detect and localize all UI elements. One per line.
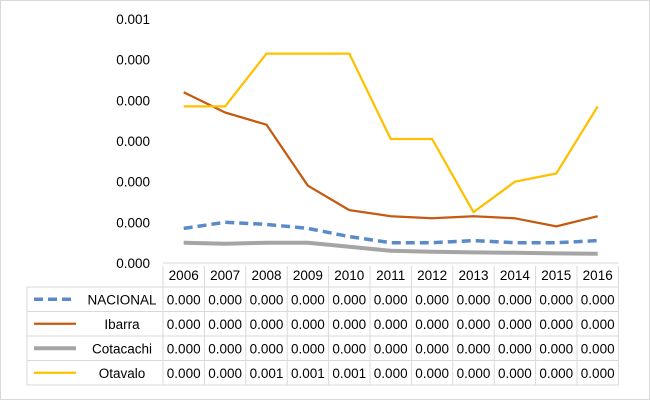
table-cell: 0.000	[167, 341, 201, 356]
legend-label: Otavalo	[99, 366, 146, 381]
table-cell: 0.000	[457, 292, 491, 307]
table-cell: 0.000	[498, 317, 532, 332]
table-cell: 0.000	[539, 317, 573, 332]
y-tick-label: 0.000	[116, 93, 150, 108]
x-tick-label: 2007	[210, 268, 240, 283]
table-cell: 0.001	[250, 366, 284, 381]
series-line-nacional	[183, 220, 598, 245]
table-cell: 0.001	[291, 366, 325, 381]
x-tick-label: 2006	[169, 268, 199, 283]
table-cell: 0.000	[250, 317, 284, 332]
y-tick-label: 0.001	[116, 12, 150, 27]
y-tick-label: 0.000	[116, 53, 150, 68]
table-cell: 0.000	[332, 341, 366, 356]
table-cell: 0.000	[374, 366, 408, 381]
y-tick-label: 0.000	[116, 134, 150, 149]
series-line-cotacachi	[183, 240, 598, 256]
x-tick-label: 2009	[293, 268, 323, 283]
table-cell: 0.000	[250, 341, 284, 356]
y-tick-label: 0.000	[116, 175, 150, 190]
table-cell: 0.000	[374, 341, 408, 356]
table-cell: 0.000	[415, 366, 449, 381]
series-line-ibarra	[183, 91, 598, 228]
table-cell: 0.000	[457, 341, 491, 356]
table-cell: 0.000	[498, 292, 532, 307]
series-lines	[183, 52, 599, 256]
legend-label: NACIONAL	[87, 292, 157, 307]
table-cell: 0.000	[581, 292, 615, 307]
table-cell: 0.000	[539, 341, 573, 356]
x-tick-label: 2016	[583, 268, 613, 283]
table-cell: 0.000	[208, 341, 242, 356]
table-cell: 0.000	[581, 317, 615, 332]
table-cell: 0.000	[415, 317, 449, 332]
data-table: NACIONAL 0.000 0.000 0.000 0.000 0.000 0.000 0.…	[26, 266, 619, 386]
legend-label: Cotacachi	[92, 341, 152, 356]
x-tick-label: 2013	[458, 268, 488, 283]
table-cell: 0.000	[332, 292, 366, 307]
table-cell: 0.000	[374, 317, 408, 332]
table-cell: 0.000	[539, 366, 573, 381]
table-cell: 0.000	[167, 317, 201, 332]
y-tick-label: 0.000	[116, 215, 150, 230]
table-cell: 0.000	[332, 317, 366, 332]
table-cell: 0.000	[291, 341, 325, 356]
table-cell: 0.000	[291, 317, 325, 332]
table-cell: 0.000	[457, 366, 491, 381]
table-cell: 0.000	[250, 292, 284, 307]
table-cell: 0.000	[291, 292, 325, 307]
x-tick-label: 2011	[376, 268, 405, 283]
x-axis: 2006 2007 2008 2009 2010 2011 2012 2013 2014 2015…	[163, 262, 619, 283]
table-cell: 0.000	[498, 341, 532, 356]
x-tick-label: 2014	[500, 268, 531, 283]
table-cell: 0.000	[581, 341, 615, 356]
table-cell: 0.001	[332, 366, 366, 381]
table-cell: 0.000	[208, 317, 242, 332]
table-cell: 0.000	[415, 292, 449, 307]
table-cell: 0.000	[539, 292, 573, 307]
x-tick-label: 2010	[334, 268, 364, 283]
x-tick-label: 2012	[417, 268, 447, 283]
table-cell: 0.000	[498, 366, 532, 381]
table-cell: 0.000	[208, 366, 242, 381]
legend-label: Ibarra	[104, 317, 140, 332]
x-tick-label: 2015	[541, 268, 571, 283]
table-cell: 0.000	[374, 292, 408, 307]
table-cell: 0.000	[581, 366, 615, 381]
table-cell: 0.000	[208, 292, 242, 307]
table-cell: 0.000	[167, 366, 201, 381]
y-tick-label: 0.000	[116, 256, 150, 271]
table-cell: 0.000	[167, 292, 201, 307]
table-cell: 0.000	[415, 341, 449, 356]
x-tick-label: 2008	[251, 268, 281, 283]
table-cell: 0.000	[457, 317, 491, 332]
series-line-otavalo	[183, 52, 599, 214]
